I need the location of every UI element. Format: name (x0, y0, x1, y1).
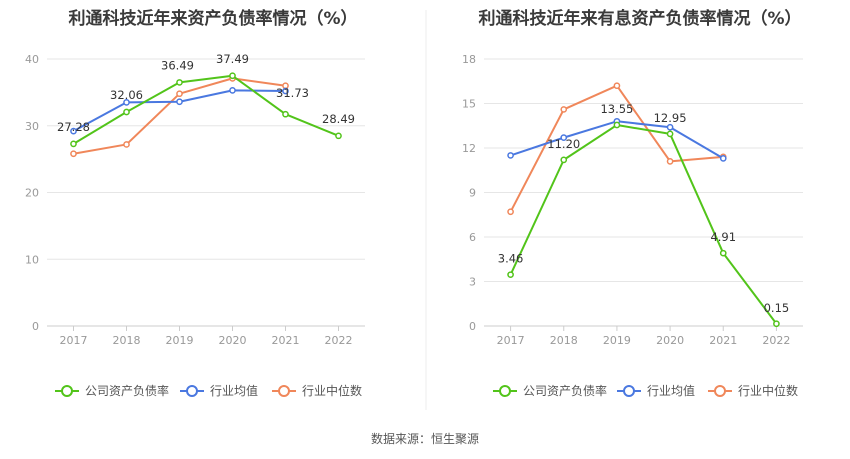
data-point-1 (335, 132, 342, 140)
data-point-2 (719, 155, 727, 162)
legend-item-2[interactable]: 行业均值 (180, 383, 258, 398)
data-point-1 (613, 121, 621, 129)
data-point-1 (666, 130, 674, 138)
y-tick-label: 6 (469, 231, 476, 244)
data-point-2 (507, 152, 514, 159)
y-tick-label: 30 (25, 120, 39, 133)
data-point-1 (773, 320, 780, 328)
y-tick-label: 40 (25, 53, 39, 66)
x-tick-label: 2020 (656, 334, 684, 347)
data-label: 37.49 (216, 52, 249, 66)
legend-item-1[interactable]: 公司资产负债率 (493, 383, 607, 398)
legend-swatch-marker (714, 385, 726, 397)
x-tick-label: 2022 (762, 334, 790, 347)
legend-item-3[interactable]: 行业中位数 (708, 383, 798, 398)
legend-label: 公司资产负债率 (523, 383, 607, 398)
data-point-1 (507, 271, 514, 279)
data-point-1 (560, 156, 568, 164)
data-point-2 (666, 123, 674, 131)
data-point-2 (70, 127, 77, 135)
x-tick-label: 2021 (272, 334, 300, 347)
legend-swatch-marker (623, 385, 635, 397)
data-label: 31.73 (276, 86, 309, 100)
data-point-1 (282, 110, 289, 118)
x-tick-label: 2020 (219, 334, 247, 347)
data-point-1 (123, 108, 130, 116)
legend-swatch-marker (499, 385, 511, 397)
data-label: 28.49 (322, 112, 355, 126)
legend-swatch-marker (278, 385, 290, 397)
data-label: 0.15 (764, 301, 790, 315)
data-point-2 (560, 134, 568, 141)
data-label: 4.91 (710, 230, 736, 244)
y-tick-label: 10 (25, 253, 39, 266)
data-point-2 (123, 99, 130, 106)
x-tick-label: 2019 (603, 334, 631, 347)
legend-label: 行业中位数 (738, 383, 798, 398)
data-label: 12.95 (654, 111, 687, 125)
data-point-1 (719, 249, 727, 257)
y-tick-label: 18 (462, 53, 476, 66)
data-point-3 (123, 141, 130, 148)
legend-label: 公司资产负债率 (85, 383, 169, 398)
data-point-3 (70, 150, 77, 158)
legend-item-1[interactable]: 公司资产负债率 (55, 383, 169, 398)
x-tick-label: 2022 (325, 334, 353, 347)
data-point-1 (70, 140, 77, 148)
data-label: 32.06 (110, 88, 143, 102)
data-point-1 (229, 72, 236, 80)
data-point-2 (229, 87, 236, 94)
chart-title: 利通科技近年来资产负债率情况（%） (68, 8, 357, 29)
legend-item-3[interactable]: 行业中位数 (272, 383, 362, 398)
data-point-3 (613, 82, 621, 90)
x-tick-label: 2017 (497, 334, 525, 347)
data-point-3 (666, 158, 674, 165)
data-label: 13.55 (600, 102, 633, 116)
y-tick-label: 15 (462, 98, 476, 111)
data-point-1 (176, 79, 183, 86)
data-point-3 (560, 106, 568, 113)
x-tick-label: 2018 (550, 334, 578, 347)
x-tick-label: 2021 (709, 334, 737, 347)
y-tick-label: 0 (469, 320, 476, 333)
legend-label: 行业中位数 (302, 383, 362, 398)
data-label: 11.20 (547, 137, 580, 151)
data-point-3 (176, 90, 183, 98)
chart-panel-1: 利通科技近年来资产负债率情况（%） 0 10 20 30 40 2017 2018 2019 20… (25, 8, 365, 398)
data-point-2 (176, 98, 183, 106)
series-line-1 (72, 74, 339, 145)
chart-panel-2: 利通科技近年来有息资产负债率情况（%） 0 3 6 9 12 15 18 2017 2018 201… (462, 8, 803, 398)
legend-item-2[interactable]: 行业均值 (617, 383, 695, 398)
data-point-2 (282, 87, 289, 95)
y-tick-label: 3 (469, 276, 476, 289)
x-tick-label: 2018 (113, 334, 141, 347)
y-tick-label: 20 (25, 187, 39, 200)
chart-title: 利通科技近年来有息资产负债率情况（%） (478, 8, 801, 29)
legend-swatch-marker (186, 385, 198, 397)
legend-swatch-marker (61, 385, 73, 397)
legend-label: 行业均值 (647, 383, 695, 398)
y-tick-label: 12 (462, 142, 476, 155)
x-tick-label: 2017 (60, 334, 88, 347)
series-line-1 (509, 124, 778, 325)
x-tick-label: 2019 (166, 334, 194, 347)
y-tick-label: 9 (469, 187, 476, 200)
data-point-3 (507, 208, 514, 216)
legend-label: 行业均值 (210, 383, 258, 398)
data-label: 3.46 (498, 252, 524, 266)
data-label: 27.28 (57, 120, 90, 134)
data-label: 36.49 (161, 58, 194, 72)
y-tick-label: 0 (32, 320, 39, 333)
